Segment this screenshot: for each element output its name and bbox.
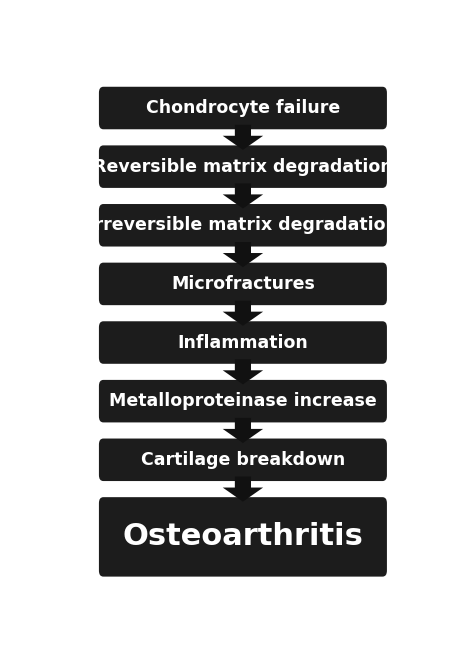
FancyBboxPatch shape [99, 380, 387, 422]
Text: Cartilage breakdown: Cartilage breakdown [141, 450, 345, 469]
FancyBboxPatch shape [99, 497, 387, 577]
Polygon shape [223, 242, 263, 267]
FancyBboxPatch shape [99, 87, 387, 130]
FancyBboxPatch shape [99, 262, 387, 305]
Polygon shape [223, 301, 263, 326]
Text: Osteoarthritis: Osteoarthritis [122, 522, 364, 551]
FancyBboxPatch shape [99, 322, 387, 364]
Text: Metalloproteinase increase: Metalloproteinase increase [109, 392, 377, 410]
FancyBboxPatch shape [99, 145, 387, 188]
Polygon shape [223, 477, 263, 502]
Text: Microfractures: Microfractures [171, 275, 315, 293]
Text: Irreversible matrix degradation: Irreversible matrix degradation [88, 216, 398, 234]
Polygon shape [223, 359, 263, 384]
Polygon shape [223, 125, 263, 150]
Text: Reversible matrix degradation: Reversible matrix degradation [93, 158, 393, 176]
FancyBboxPatch shape [99, 439, 387, 481]
Polygon shape [223, 184, 263, 208]
Text: Chondrocyte failure: Chondrocyte failure [146, 99, 340, 117]
FancyBboxPatch shape [99, 204, 387, 247]
Polygon shape [223, 418, 263, 443]
Text: Inflammation: Inflammation [178, 333, 308, 352]
